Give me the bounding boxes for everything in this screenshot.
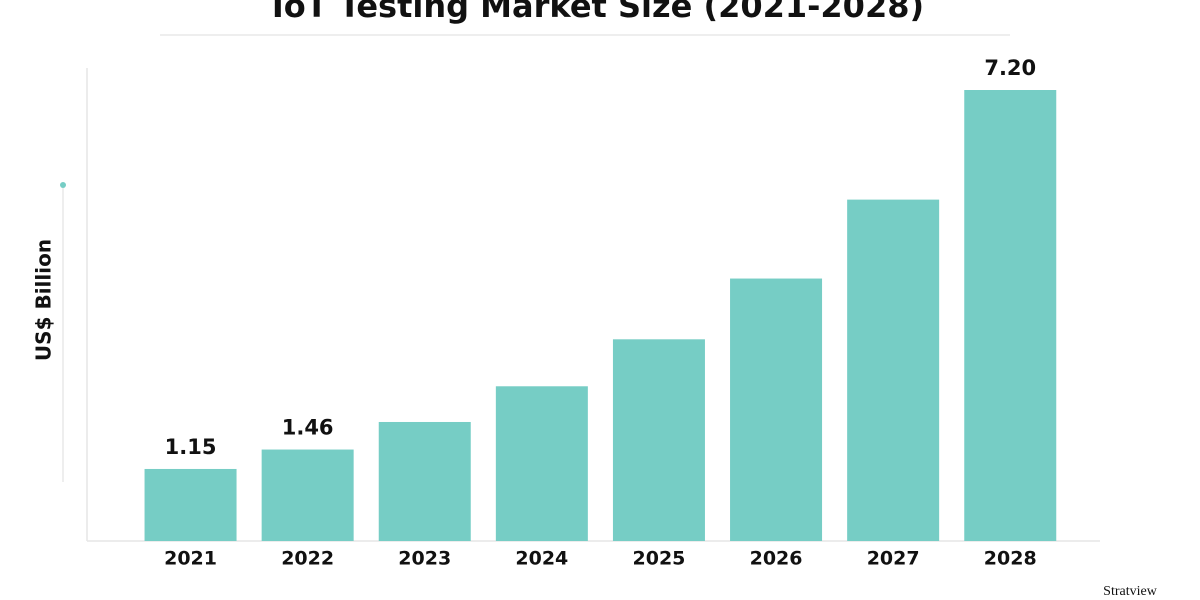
- logo: Stratview: [1103, 584, 1158, 599]
- bar: [144, 468, 237, 541]
- x-tick-label: 2027: [867, 548, 920, 570]
- y-axis-label: US$ Billion: [32, 239, 56, 361]
- value-label: 7.20: [984, 56, 1036, 80]
- x-tick-label: 2028: [984, 548, 1037, 570]
- bar: [261, 449, 354, 541]
- bar: [847, 199, 940, 542]
- x-tick-label: 2026: [750, 548, 803, 570]
- x-tick-label: 2025: [633, 548, 686, 570]
- bar: [378, 421, 471, 541]
- bar: [964, 90, 1057, 541]
- x-tick-label: 2021: [164, 548, 217, 570]
- bar: [730, 278, 823, 541]
- x-tick-label: 2022: [281, 548, 334, 570]
- x-tick-label: 2024: [515, 548, 568, 570]
- value-label: 1.46: [282, 416, 334, 440]
- value-label: 1.15: [165, 435, 217, 459]
- bar: [612, 339, 705, 541]
- decor-dot: [60, 182, 66, 188]
- x-tick-label: 2023: [398, 548, 451, 570]
- chart-title: IoT Testing Market Size (2021-2028): [272, 0, 924, 25]
- bar: [495, 386, 588, 541]
